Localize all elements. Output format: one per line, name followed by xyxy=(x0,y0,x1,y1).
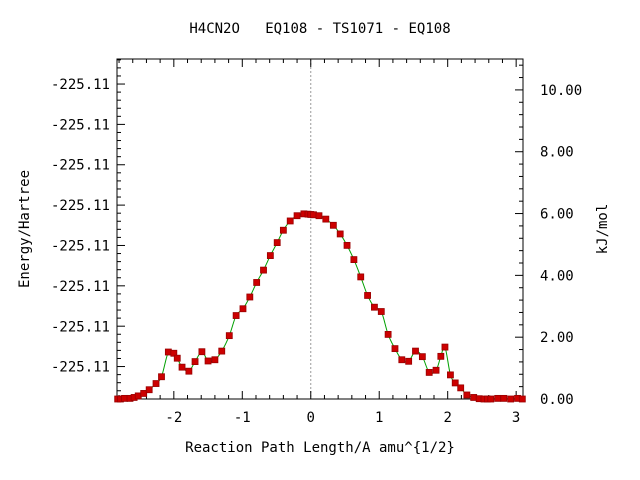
data-point xyxy=(185,367,193,375)
data-point xyxy=(170,349,178,357)
y-right-tick-label: 6.00 xyxy=(540,207,574,223)
y-left-tick-label: -225.11 xyxy=(51,118,110,134)
y-left-tick-label: -225.11 xyxy=(51,77,110,93)
data-point xyxy=(173,354,181,362)
data-point xyxy=(437,352,445,360)
marker-layer xyxy=(114,210,526,403)
data-point xyxy=(425,369,433,376)
energy-curve xyxy=(117,213,523,400)
data-point xyxy=(253,279,261,286)
data-point xyxy=(391,345,399,353)
y-left-tick-label: -225.11 xyxy=(51,279,110,295)
y-left-tick-label: -225.11 xyxy=(51,239,110,255)
data-point xyxy=(357,273,365,281)
data-point xyxy=(398,356,406,364)
data-point xyxy=(273,239,281,247)
y-left-tick-label: -225.11 xyxy=(51,198,110,214)
x-tick-label: 1 xyxy=(375,410,383,426)
curve-layer xyxy=(117,213,523,400)
data-point xyxy=(518,395,526,403)
x-tick-label: -2 xyxy=(165,410,182,426)
data-point xyxy=(451,379,459,387)
data-point xyxy=(204,357,212,365)
data-point xyxy=(343,241,351,249)
data-point xyxy=(418,353,426,361)
data-point xyxy=(140,390,148,397)
data-point xyxy=(225,332,233,340)
data-point xyxy=(500,394,508,402)
y-axis-left-label: Energy/Hartree xyxy=(17,170,33,288)
data-point xyxy=(218,347,226,355)
data-point xyxy=(507,395,515,403)
data-point xyxy=(463,391,471,399)
data-point xyxy=(232,312,240,319)
data-point xyxy=(432,366,440,374)
data-point xyxy=(447,371,454,379)
data-point xyxy=(178,363,186,371)
data-point xyxy=(329,221,337,229)
axis-layer: -2 -1 0 1 2 3 0.00 2.00 4.00 6.00 8.00 10.00 -225.11… xyxy=(51,59,582,426)
x-tick-label: 2 xyxy=(443,410,451,426)
y-right-tick-label: 0.00 xyxy=(540,392,574,408)
data-point xyxy=(377,308,385,315)
data-point xyxy=(336,230,344,238)
data-point xyxy=(246,293,254,301)
data-point xyxy=(239,305,247,313)
data-point xyxy=(371,303,378,311)
y-left-tick-label: -225.11 xyxy=(51,158,110,174)
data-point xyxy=(364,292,371,299)
y-left-tick-label: -225.11 xyxy=(51,319,110,335)
data-point xyxy=(494,394,502,402)
y-left-tick-label: -225.11 xyxy=(51,360,110,376)
data-point xyxy=(487,395,495,403)
y-right-tick-label: 10.00 xyxy=(540,83,582,99)
data-point xyxy=(158,373,165,381)
y-right-tick-label: 4.00 xyxy=(540,268,574,284)
y-axis-right-label: kJ/mol xyxy=(595,204,611,255)
data-point xyxy=(152,380,160,387)
data-point xyxy=(405,357,413,365)
data-point xyxy=(211,356,219,364)
x-tick-label: 3 xyxy=(512,410,520,426)
data-point xyxy=(315,212,323,220)
data-point xyxy=(412,347,419,355)
y-right-tick-label: 8.00 xyxy=(540,145,574,161)
data-point xyxy=(260,266,267,274)
x-tick-label: 0 xyxy=(307,410,315,426)
data-point xyxy=(293,212,301,220)
data-point xyxy=(145,386,153,394)
y-right-tick-label: 2.00 xyxy=(540,330,574,346)
chart-title: H4CN2O EQ108 - TS1071 - EQ108 xyxy=(189,21,450,37)
data-point xyxy=(384,330,392,338)
x-axis-label: Reaction Path Length/A amu^{1/2} xyxy=(185,440,455,456)
data-point xyxy=(191,358,199,366)
x-tick-label: -1 xyxy=(234,410,251,426)
data-point xyxy=(350,256,358,264)
data-point xyxy=(266,252,274,259)
plot-frame xyxy=(116,58,524,400)
data-point xyxy=(457,384,465,392)
data-point xyxy=(198,348,206,356)
data-point xyxy=(441,343,449,351)
data-point xyxy=(286,217,294,225)
data-point xyxy=(279,226,287,234)
data-point xyxy=(322,215,330,223)
